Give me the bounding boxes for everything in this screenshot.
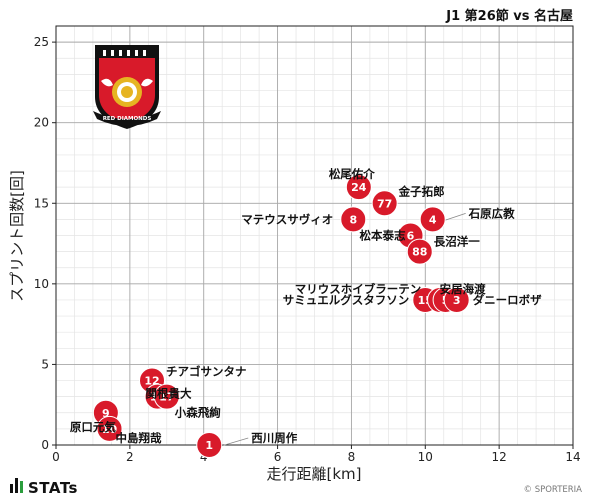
data-point [340, 206, 367, 233]
player-name-label: 松尾佑介 [329, 167, 375, 181]
label-connectors [221, 213, 466, 447]
data-point [443, 286, 470, 313]
player-name-label: 安居海渡 [440, 282, 486, 296]
player-name-label: 小森飛絢 [174, 406, 221, 420]
player-name-label: 西川周作 [251, 431, 297, 445]
stats-logo-text: STATs [28, 479, 78, 496]
y-tick-label: 10 [34, 277, 49, 291]
data-point [153, 383, 180, 410]
data-point [406, 238, 433, 265]
player-name-label: 原口元気 [70, 420, 116, 434]
x-tick-label: 8 [348, 450, 356, 464]
player-name-label: 松本泰志 [360, 229, 406, 243]
data-point-number: 8 [349, 213, 357, 226]
data-point-number: 17 [159, 391, 174, 404]
player-name-label: マリウスホイブラーテン [295, 282, 422, 296]
x-tick-label: 14 [565, 450, 580, 464]
y-tick-label: 15 [34, 196, 49, 210]
data-point [96, 415, 123, 442]
data-point [419, 206, 446, 233]
data-points: 247784688152531214179101 [92, 174, 470, 458]
player-name-label: マテウスサヴィオ [241, 212, 333, 226]
player-name-label: ダニーロボザ [473, 293, 542, 307]
footer-credit: © SPORTERIA [524, 485, 583, 495]
data-point-number: 4 [429, 213, 437, 226]
x-tick-label: 0 [52, 450, 60, 464]
y-tick-label: 0 [41, 438, 49, 452]
data-point-number: 77 [377, 197, 392, 210]
player-name-label: 金子拓郎 [398, 184, 445, 198]
player-name-label: 関根貴大 [146, 387, 192, 401]
data-point-number: 3 [453, 294, 461, 307]
footer: STATs © SPORTERIA [10, 478, 583, 497]
x-axis-label: 走行距離[km] [266, 465, 361, 483]
data-point-number: 9 [102, 407, 110, 420]
player-name-label: 長沼洋一 [434, 235, 480, 249]
x-tick-label: 4 [200, 450, 208, 464]
y-tick-label: 5 [41, 357, 49, 371]
label-connector [444, 213, 466, 221]
x-tick-label: 12 [492, 450, 507, 464]
player-name-label: サミュエルグスタフソン [283, 293, 410, 307]
x-tick-label: 2 [126, 450, 134, 464]
crest-banner-text: RED DIAMONDS [103, 116, 152, 122]
chart-title: J1 第26節 vs 名古屋 [445, 8, 573, 24]
data-point-number: 88 [412, 246, 427, 259]
data-point-number: 1 [205, 439, 213, 452]
data-point [345, 174, 372, 201]
x-tick-label: 6 [274, 450, 282, 464]
x-tick-label: 10 [418, 450, 433, 464]
data-point [196, 432, 223, 458]
club-crest: RED DIAMONDS [93, 45, 161, 129]
y-tick-label: 20 [34, 116, 49, 130]
label-connector [221, 437, 249, 447]
player-name-label: 石原広教 [468, 206, 515, 220]
player-name-label: 中島翔哉 [116, 431, 162, 445]
data-point-number: 10 [102, 423, 118, 436]
stats-logo-icon [10, 478, 23, 493]
plot-frame [55, 25, 574, 446]
player-name-label: チアゴサンタナ [166, 365, 247, 379]
y-axis-label: スプリント回数[回] [8, 170, 26, 302]
y-tick-label: 25 [34, 35, 49, 49]
data-point-number: 24 [351, 181, 367, 194]
data-point [371, 190, 398, 217]
data-point-number: 6 [407, 230, 415, 243]
